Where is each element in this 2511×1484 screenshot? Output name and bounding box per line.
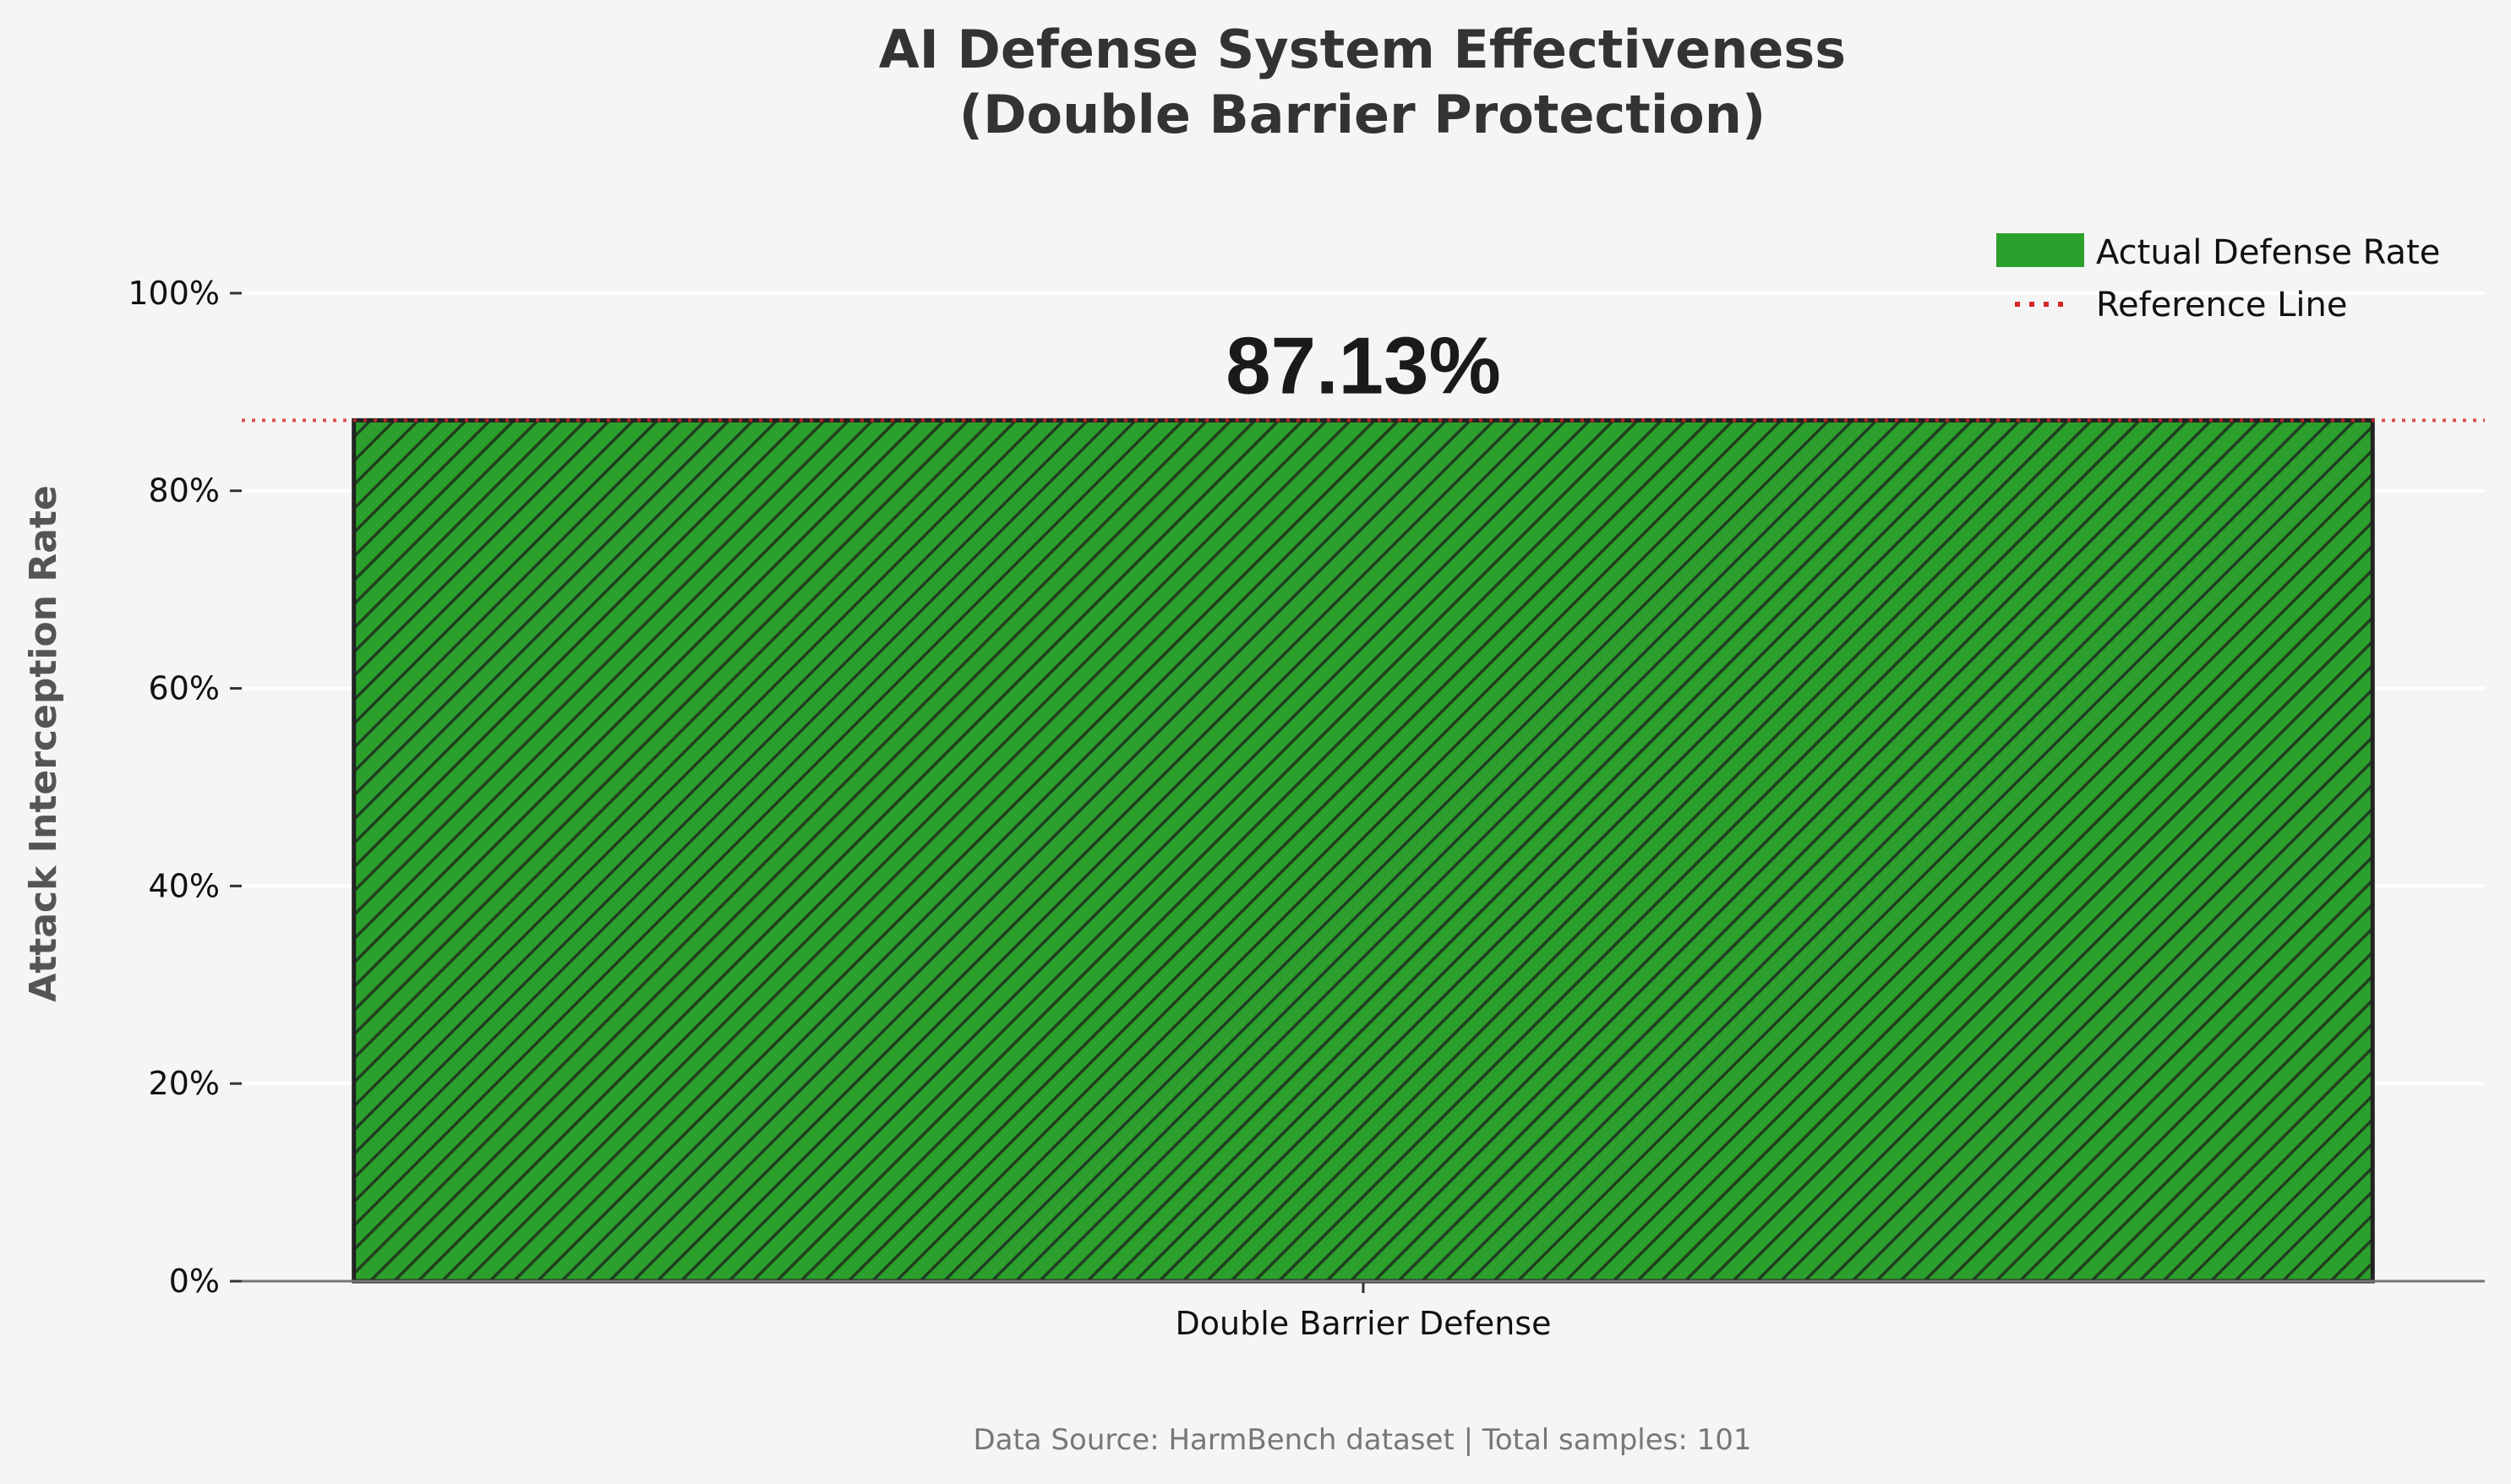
y-tick-label: 40% xyxy=(149,867,220,904)
footer-note: Data Source: HarmBench dataset | Total s… xyxy=(973,1423,1751,1457)
x-tick-label: Double Barrier Defense xyxy=(1176,1305,1552,1342)
y-tick-label: 0% xyxy=(169,1263,220,1300)
y-tick-label: 80% xyxy=(149,472,220,510)
y-tick-label: 20% xyxy=(149,1065,220,1102)
legend-label: Actual Defense Rate xyxy=(2096,233,2440,272)
chart-title-line1: AI Defense System Effectiveness xyxy=(879,19,1846,80)
legend: Actual Defense Rate Reference Line xyxy=(1996,233,2440,325)
bars: 87.13% xyxy=(352,320,2375,1284)
y-axis-label: Attack Interception Rate xyxy=(22,485,65,1002)
bar xyxy=(352,417,2375,1284)
y-tick-label: 100% xyxy=(128,275,220,312)
legend-swatch-bar xyxy=(1996,233,2084,267)
chart-title-line2: (Double Barrier Protection) xyxy=(959,84,1766,145)
legend-label: Reference Line xyxy=(2096,286,2348,325)
x-axis: Double Barrier Defense xyxy=(242,1279,2485,1342)
y-tick-label: 60% xyxy=(149,670,220,707)
bar-value-label: 87.13% xyxy=(1225,320,1501,411)
y-axis: 0% 20% 40% 60% 80% 100% xyxy=(128,275,242,1300)
